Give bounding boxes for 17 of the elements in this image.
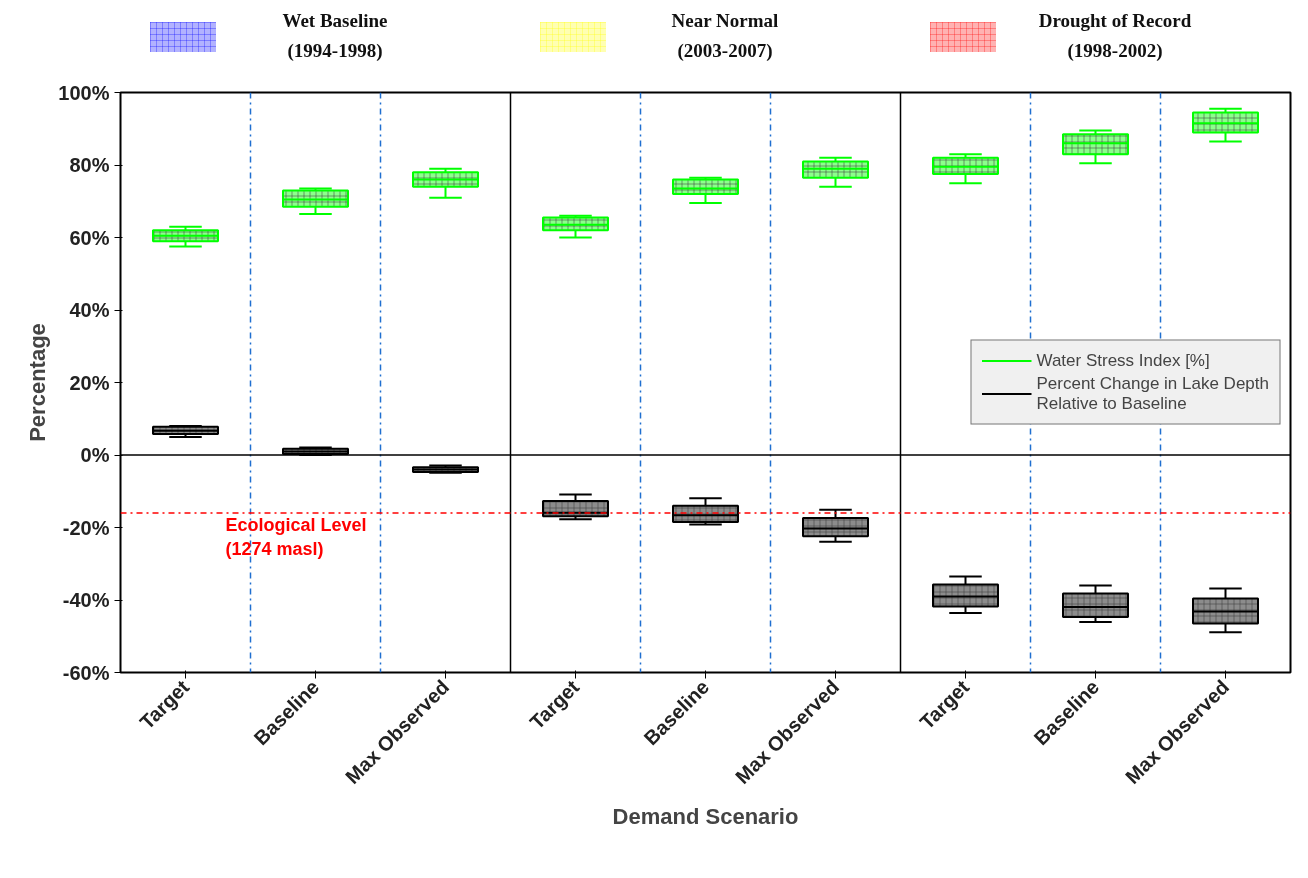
x-axis-title: Demand Scenario bbox=[612, 803, 799, 829]
y-tick-label: -20% bbox=[62, 516, 110, 539]
y-tick-label: 80% bbox=[69, 154, 110, 176]
text: Drought of Record (1998-2002) bbox=[1037, 9, 1193, 63]
legend-label: Percent Change in Lake Depth Relative to Baseline bbox=[1036, 373, 1269, 414]
y-tick-label: 100% bbox=[58, 81, 110, 104]
y-tick-label: 40% bbox=[69, 299, 110, 321]
y-axis-title: Percentage bbox=[25, 323, 51, 442]
legend-label: Water Stress Index [%] bbox=[1036, 350, 1210, 371]
text: Near Normal (2003-2007) bbox=[670, 9, 780, 63]
text: Wet Baseline (1994-1998) bbox=[281, 9, 389, 63]
y-tick-label: -60% bbox=[62, 661, 110, 684]
ref-line-label: Ecological Level (1274 masl) bbox=[225, 515, 367, 559]
y-tick-label: 60% bbox=[69, 226, 110, 249]
y-tick-label: 20% bbox=[69, 371, 110, 394]
y-tick-label: -40% bbox=[62, 589, 110, 611]
y-tick-label: 0% bbox=[80, 444, 110, 466]
